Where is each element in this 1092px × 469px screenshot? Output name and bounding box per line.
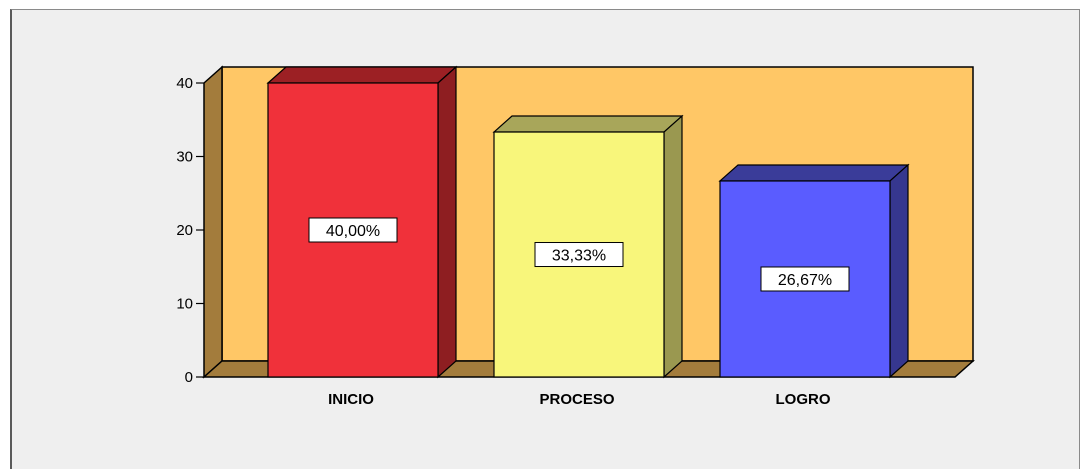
- side-wall: [203, 65, 223, 379]
- category-label: LOGRO: [776, 391, 831, 408]
- y-tick-label: 0: [185, 369, 193, 386]
- data-label-box: [534, 242, 624, 268]
- bar-top: [266, 66, 458, 84]
- y-tick-label: 40: [176, 75, 193, 92]
- data-label: 26,67%: [778, 272, 832, 289]
- labels: 40,00% INICIO 33,33% PROCESO 26,67% LOGRO: [308, 217, 850, 408]
- data-label-box: [760, 266, 850, 292]
- category-label: INICIO: [328, 391, 374, 408]
- category-label: PROCESO: [539, 391, 614, 408]
- y-tick-label: 30: [176, 149, 193, 166]
- bar-chart: 0 10 20 30 40 40,00% INICIO 33,33% PROCESO 26,67…: [176, 65, 975, 408]
- bar-side: [889, 163, 909, 379]
- bar-top: [718, 164, 910, 182]
- bar-side: [437, 65, 457, 379]
- data-label: 33,33%: [552, 248, 606, 265]
- data-label: 40,00%: [326, 223, 380, 240]
- y-tick-label: 10: [176, 296, 193, 313]
- y-tick-label: 20: [176, 222, 193, 239]
- data-label-box: [308, 217, 398, 243]
- bar-side: [663, 114, 683, 379]
- bar-top: [492, 115, 684, 133]
- y-axis: 0 10 20 30 40: [176, 75, 204, 386]
